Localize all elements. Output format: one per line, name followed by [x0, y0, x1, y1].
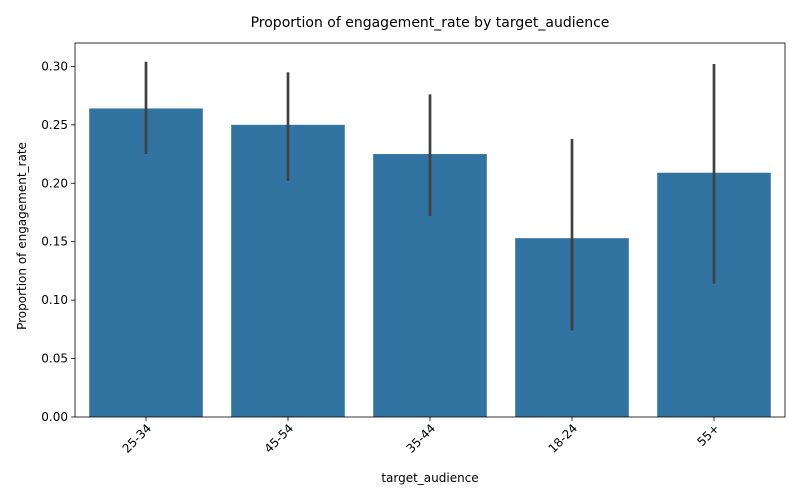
y-axis-title: Proportion of engagement_rate	[15, 142, 29, 330]
y-tick-label: 0.15	[41, 235, 68, 249]
x-tick-label: 55+	[694, 421, 722, 449]
x-tick-label: 35-44	[404, 421, 439, 456]
x-tick-label: 18-24	[546, 421, 581, 456]
x-axis-ticks: 25-34 45-54 35-44 18-24 55+	[120, 417, 722, 456]
y-axis-ticks: 0.00 0.05 0.10 0.15 0.20 0.25 0.30	[41, 59, 75, 424]
y-tick-label: 0.20	[41, 176, 68, 190]
error-bars-layer	[144, 61, 716, 331]
x-axis-title: target_audience	[381, 471, 478, 485]
y-tick-label: 0.30	[41, 59, 68, 73]
y-tick-label: 0.00	[41, 410, 68, 424]
y-tick-label: 0.10	[41, 293, 68, 307]
chart-title: Proportion of engagement_rate by target_…	[251, 15, 610, 31]
y-tick-label: 0.05	[41, 352, 68, 366]
bar-25-34	[89, 108, 203, 417]
y-tick-label: 0.25	[41, 118, 68, 132]
x-tick-label: 45-54	[262, 421, 297, 456]
x-tick-label: 25-34	[120, 421, 155, 456]
